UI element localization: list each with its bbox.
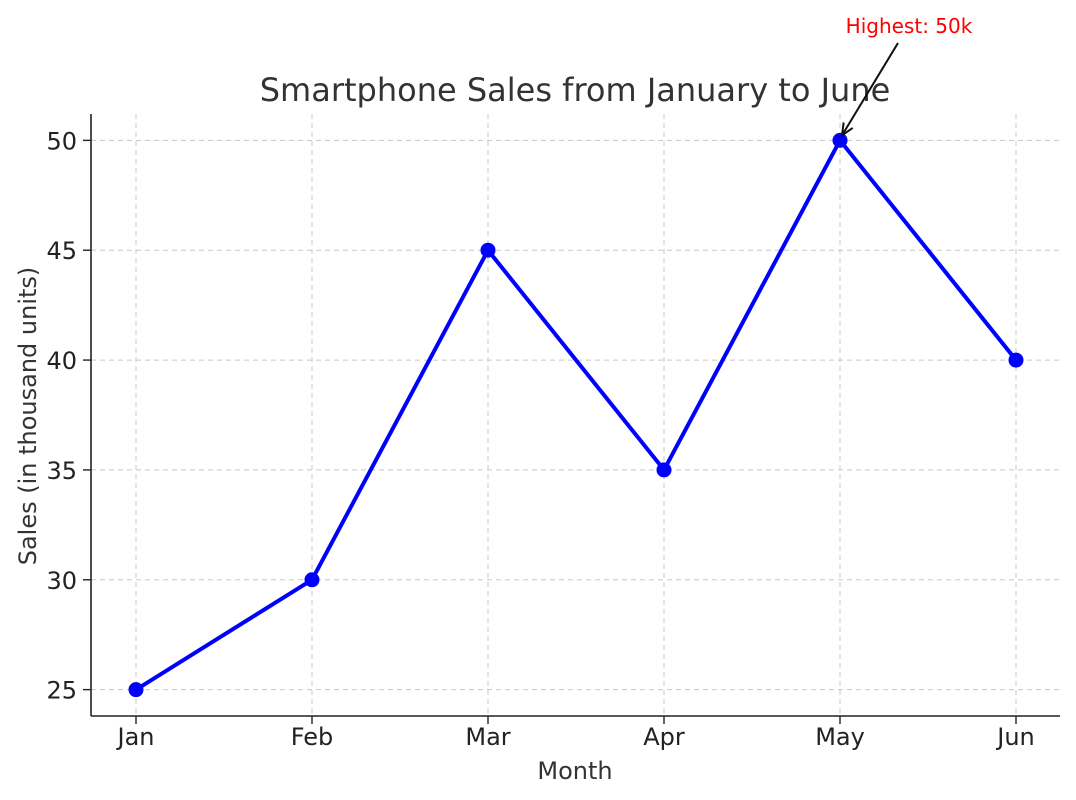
data-point-may [832, 132, 848, 148]
annotation-arrow-head [840, 122, 854, 138]
y-tick-label: 50 [46, 127, 77, 155]
x-tick-label: Jun [995, 723, 1035, 751]
x-axis-label: Month [537, 757, 612, 785]
series-layer [128, 132, 1024, 698]
x-tick-label: Mar [465, 723, 510, 751]
y-tick-label: 35 [46, 457, 77, 485]
data-point-jan [128, 682, 144, 698]
y-axis-ticks: 25 30 35 40 45 50 [46, 127, 91, 705]
y-tick-label: 25 [46, 677, 77, 705]
annotation-arrow-line [841, 42, 899, 136]
data-point-feb [304, 572, 320, 588]
y-tick-label: 45 [46, 237, 77, 265]
data-point-mar [480, 242, 496, 258]
chart-title: Smartphone Sales from January to June [260, 71, 891, 109]
y-tick-label: 30 [46, 567, 77, 595]
data-point-jun [1008, 352, 1024, 368]
x-gridlines [135, 114, 1017, 716]
annotation-label: Highest: 50k [846, 14, 973, 38]
x-tick-label: Apr [643, 723, 685, 751]
x-axis-ticks: Jan Feb Mar Apr May Jun [116, 716, 1035, 751]
series-line [134, 138, 1018, 692]
y-tick-label: 40 [46, 347, 77, 375]
y-gridlines [91, 139, 1060, 691]
annotation-layer: Highest: 50k [840, 14, 973, 138]
x-tick-label: Jan [116, 723, 155, 751]
x-tick-label: Feb [291, 723, 334, 751]
x-tick-label: May [815, 723, 865, 751]
data-point-apr [656, 462, 672, 478]
y-axis-label: Sales (in thousand units) [14, 267, 42, 566]
